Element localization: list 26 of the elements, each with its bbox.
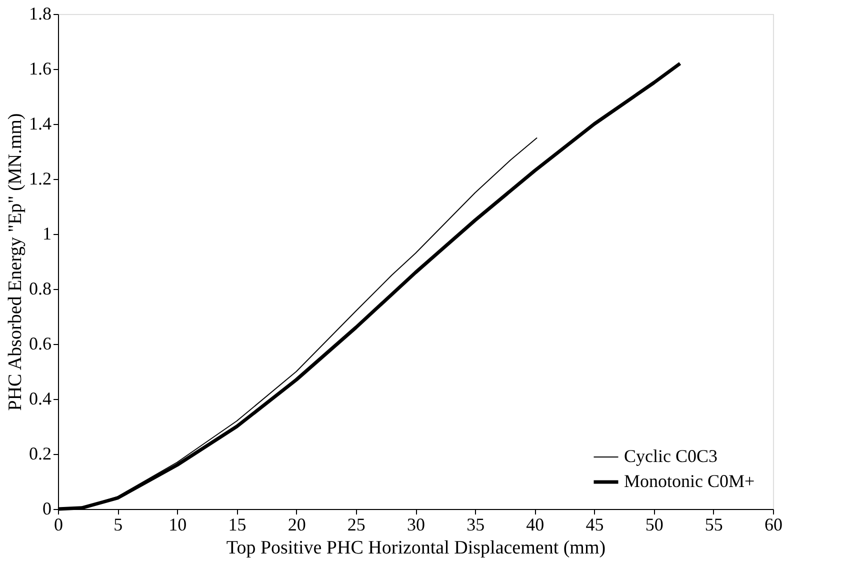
legend-label: Monotonic C0M+: [624, 471, 755, 491]
y-axis-title: PHC Absorbed Energy "Ep" (MN.mm): [5, 113, 26, 411]
x-tick-label: 10: [168, 514, 187, 534]
x-tick-label: 15: [228, 514, 246, 534]
x-axis-title: Top Positive PHC Horizontal Displacement (mm): [226, 538, 606, 558]
y-tick-label: 1.8: [29, 4, 52, 24]
x-tick-label: 55: [704, 514, 723, 534]
y-tick-label: 0.8: [29, 278, 52, 298]
y-tick-label: 1.2: [29, 168, 52, 188]
x-tick-label: 50: [645, 514, 664, 534]
x-tick-label: 40: [526, 514, 544, 534]
y-tick-label: 0.4: [29, 388, 52, 408]
x-tick-label: 60: [764, 514, 782, 534]
x-tick-label: 45: [586, 514, 604, 534]
x-tick-label: 30: [407, 514, 425, 534]
y-tick-label: 1.6: [29, 58, 52, 78]
y-tick-label: 0.6: [29, 334, 52, 354]
y-tick-label: 1: [42, 224, 52, 244]
y-tick-label: 0.2: [29, 444, 52, 464]
y-tick-label: 1.4: [29, 114, 52, 134]
x-tick-label: 20: [288, 514, 306, 534]
x-tick-label: 25: [347, 514, 366, 534]
x-tick-label: 5: [114, 514, 123, 534]
x-tick-label: 35: [466, 514, 485, 534]
y-tick-label: 0: [42, 498, 52, 518]
legend-label: Cyclic C0C3: [624, 446, 718, 466]
